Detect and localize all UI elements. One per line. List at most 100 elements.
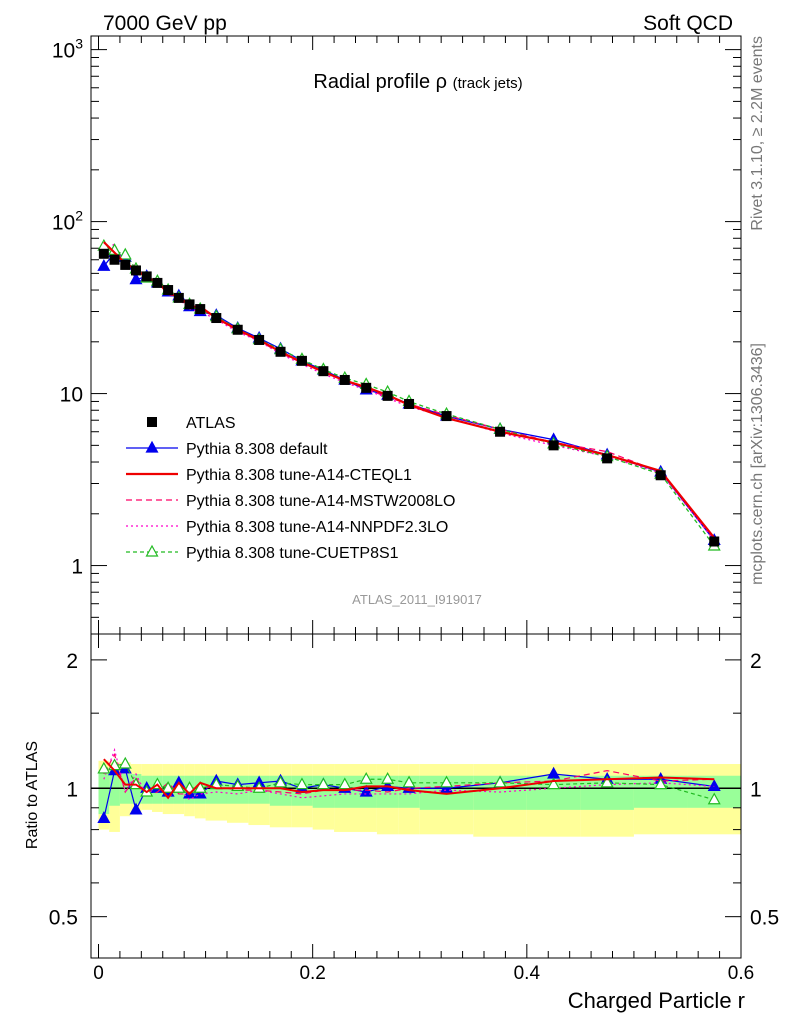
ratio-point-pythia-8-308-tune-cuetp8s1 [707,792,721,805]
ratio-point-pythia-8-308-default [707,779,721,792]
point-atlas [120,259,131,270]
ratio-point-pythia-8-308-default [359,784,373,797]
ratio-line-pythia-8-308-tune-cuetp8s1 [103,763,715,801]
mcplots-reference-label: mcplots.cern.ch [arXiv:1306.3436] [749,343,766,585]
ratio-point-pythia-8-308-tune-cuetp8s1 [654,777,668,790]
ratio-point-pythia-8-308-tune-cuetp8s1 [547,777,561,790]
point-atlas [130,265,141,276]
legend-label-pythia-8-308-tune-cuetp8s1: Pythia 8.308 tune-CUETP8S1 [186,545,399,562]
point-atlas [109,254,120,265]
ratio-y-tick-label-right: 0.5 [750,907,779,930]
point-pythia-8-308-default [129,272,143,285]
point-atlas [404,398,415,409]
ratio-point-pythia-8-308-tune-cuetp8s1 [316,777,330,790]
main-y-tick-label: 10 [60,384,83,407]
legend-label-pythia-8-308-tune-a14-nnpdf2-3lo: Pythia 8.308 tune-A14-NNPDF2.3LO [186,519,448,536]
ratio-y-tick-label-right: 2 [750,650,762,673]
tick-base: 10 [52,40,75,63]
tick-exponent: 2 [75,208,83,224]
ratio-y-axis-label: Ratio to ATLAS [24,741,41,849]
ratio-series-group [97,747,721,823]
point-atlas [296,355,307,366]
stat-uncertainty-band [109,774,120,806]
point-atlas [318,366,329,377]
stat-uncertainty-band [98,772,110,815]
point-atlas [184,299,195,310]
ratio-y-tick-label: 1 [66,778,78,801]
x-tick-label: 0.4 [514,963,541,984]
point-atlas [152,277,163,288]
x-axis-label: Charged Particle r [568,988,745,1013]
x-tick-label: 0.6 [728,963,754,984]
ratio-point-pythia-8-308-tune-cuetp8s1 [161,781,175,793]
ratio-y-tick-label: 0.5 [49,907,78,930]
tick-exponent: 3 [75,36,83,52]
point-atlas [275,346,286,357]
header-right: Soft QCD [643,12,733,35]
point-atlas [548,440,559,451]
point-pythia-8-308-default [97,259,111,271]
point-atlas [382,390,393,401]
ratio-point-pythia-8-308-tune-cuetp8s1 [338,777,352,790]
ratio-point-pythia-8-308-tune-cuetp8s1 [97,761,111,774]
point-atlas [495,426,506,437]
ratio-panel: 0.5 0.5 1 1 2 2 0 0.2 0.4 0.6 [49,633,779,984]
point-pythia-8-308-tune-cuetp8s1 [118,247,132,260]
ratio-point-pythia-8-308-tune-cuetp8s1 [493,775,507,788]
ratio-y-tick-label-right: 1 [750,778,762,801]
stat-uncertainty-band [312,775,335,808]
ratio-line-pythia-8-308-tune-a14-cteql1 [103,758,715,800]
ratio-point-pythia-8-308-tune-cuetp8s1 [274,775,288,788]
point-atlas [655,470,666,481]
point-atlas [98,248,109,259]
legend-marker-pythia-8-308-default [145,440,159,453]
ratio-point-pythia-8-308-tune-cuetp8s1 [295,777,309,790]
ratio-point-pythia-8-308-tune-cuetp8s1 [118,756,132,769]
ratio-point-pythia-8-308-default [129,802,143,815]
ratio-point-pythia-8-308-tune-cuetp8s1 [600,775,614,788]
point-atlas [232,324,243,335]
legend-marker-atlas [147,417,157,427]
point-atlas [361,382,372,393]
point-atlas [173,292,184,303]
point-atlas [141,271,152,282]
legend-label-pythia-8-308-default: Pythia 8.308 default [186,441,328,458]
analysis-label: ATLAS_2011_I919017 [352,592,482,607]
ratio-frame [90,633,742,959]
header-left: 7000 GeV pp [103,12,227,35]
ratio-point-pythia-8-308-tune-cuetp8s1 [359,771,373,784]
ratio-point-pythia-8-308-tune-cuetp8s1 [402,775,416,788]
main-title: Radial profile ρ (track jets) [313,71,522,93]
point-atlas [254,334,265,345]
legend-label-pythia-8-308-tune-a14-cteql1: Pythia 8.308 tune-A14-CTEQL1 [186,467,412,484]
ratio-point-pythia-8-308-default [97,811,111,823]
legend-marker-pythia-8-308-tune-cuetp8s1 [145,544,159,557]
legend-label-pythia-8-308-tune-a14-mstw2008lo: Pythia 8.308 tune-A14-MSTW2008LO [186,493,455,510]
point-atlas [211,313,222,324]
point-atlas [339,374,350,385]
ratio-bands [98,760,741,837]
main-title-text: Radial profile ρ [313,71,447,93]
legend-label-atlas: ATLAS [186,415,236,432]
ratio-point-pythia-8-308-tune-cuetp8s1 [440,775,454,788]
point-atlas [602,453,613,464]
main-y-tick-label: 1 [71,556,83,579]
ratio-y-tick-label: 2 [66,650,78,673]
main-y-tick-label: 102 [52,208,83,235]
point-atlas [195,304,206,315]
tick-base: 10 [52,212,75,235]
x-tick-label: 0 [93,963,104,984]
stat-uncertainty-band [205,775,227,804]
main-title-suffix: (track jets) [453,75,523,92]
point-atlas [709,536,720,547]
x-tick-label: 0.2 [299,963,325,984]
ratio-point-pythia-8-308-tune-cuetp8s1 [193,781,207,793]
legend: ATLAS Pythia 8.308 default Pythia 8.308 tu… [126,415,455,562]
ratio-point-pythia-8-308-tune-cuetp8s1 [381,771,395,784]
main-y-tick-label: 103 [52,36,83,63]
rivet-version-label: Rivet 3.1.10, ≥ 2.2M events [749,36,766,231]
main-series-group [97,238,721,551]
point-atlas [441,411,452,422]
